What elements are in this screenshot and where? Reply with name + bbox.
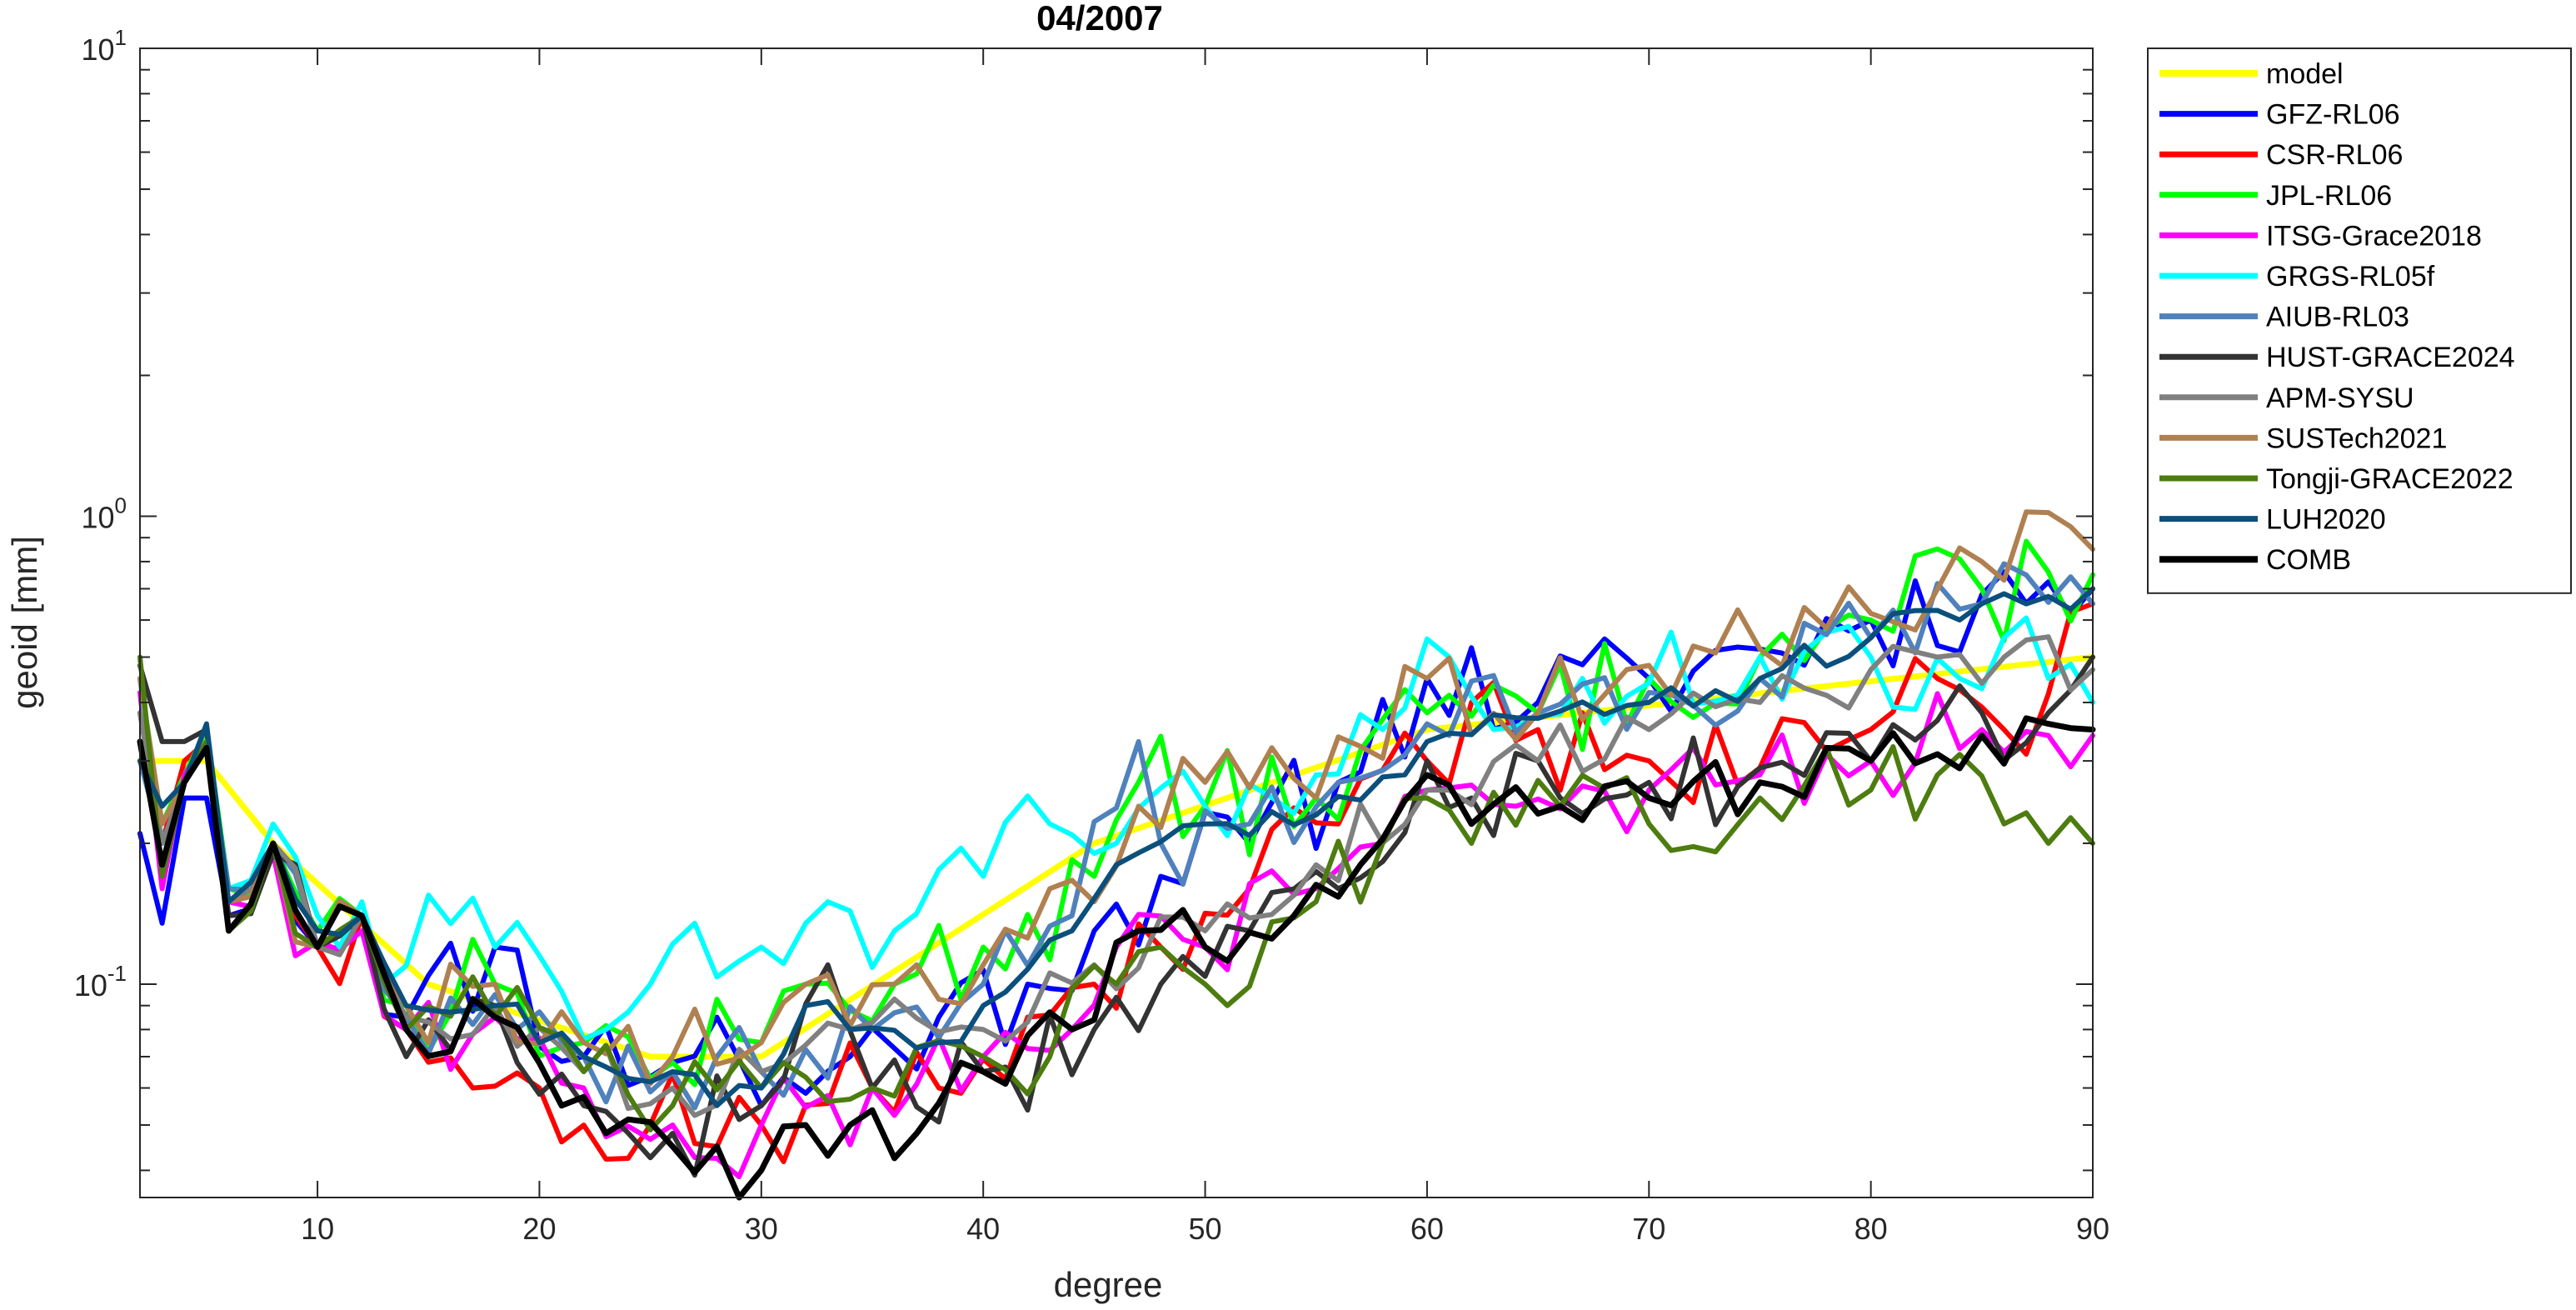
legend-label: APM-SYSU [2266, 382, 2414, 414]
legend-label: ITSG-Grace2018 [2266, 220, 2482, 252]
x-tick-label: 60 [1410, 1212, 1444, 1246]
x-tick-label: 80 [1855, 1212, 1888, 1246]
y-tick-label: 100 [81, 492, 127, 534]
x-tick-label: 90 [2076, 1212, 2109, 1246]
series-line-tongji-grace2022 [137, 654, 2095, 1132]
legend-label: AIUB-RL03 [2266, 302, 2409, 333]
x-tick-label: 20 [522, 1212, 556, 1246]
x-tick-label: 30 [745, 1212, 778, 1246]
series-line-comb [137, 715, 2096, 1201]
x-tick-label: 40 [966, 1212, 1000, 1246]
y-axis-label: geoid [mm] [5, 536, 44, 709]
legend-box [2147, 48, 2572, 594]
series-line-jpl-rl06 [137, 538, 2095, 1088]
legend-label: LUH2020 [2266, 504, 2386, 536]
legend-label: CSR-RL06 [2266, 139, 2403, 171]
x-tick-label: 50 [1189, 1212, 1222, 1246]
legend-label: COMB [2266, 544, 2351, 576]
x-tick-label: 70 [1632, 1212, 1665, 1246]
legend-label: model [2266, 58, 2344, 90]
legend-label: GFZ-RL06 [2266, 99, 2400, 131]
tick-layer: 10 20 30 40 50 60 70 80 90 10-1 100 101 [74, 25, 2109, 1246]
chart-title: 04/2007 [1036, 0, 1163, 38]
series-line-grgs-rl05f [137, 615, 2095, 1042]
legend-label: GRGS-RL05f [2266, 261, 2435, 292]
legend: model GFZ-RL06 CSR-RL06 JPL-RL06 ITSG-Grace2… [2147, 48, 2572, 594]
y-tick-label: 10-1 [74, 961, 127, 1002]
y-tick-label: 101 [81, 25, 127, 67]
legend-label: Tongji-GRACE2022 [2266, 463, 2514, 495]
legend-label: JPL-RL06 [2266, 180, 2392, 212]
series-line-csr-rl06 [137, 601, 2095, 1164]
x-tick-label: 10 [301, 1212, 334, 1246]
plot-frame [139, 48, 2094, 1198]
legend-label: SUSTech2021 [2266, 422, 2447, 454]
x-axis-label: degree [1054, 1265, 1163, 1304]
series-layer [137, 509, 2096, 1201]
series-line-apm-sysu [137, 634, 2095, 1118]
legend-label: HUST-GRACE2024 [2266, 342, 2515, 373]
